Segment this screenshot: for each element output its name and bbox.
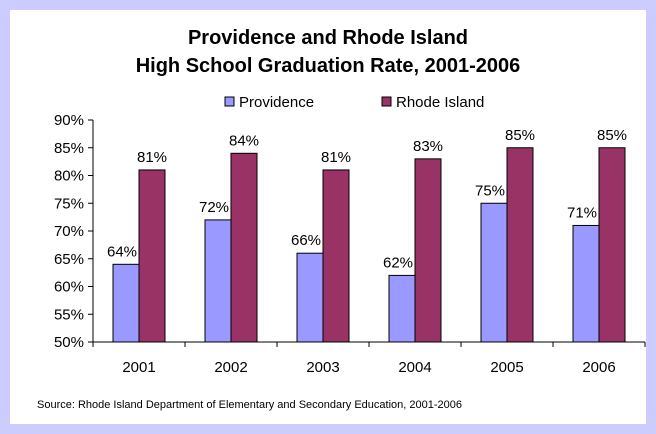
y-tick-label: 75%: [54, 195, 84, 212]
providence-bar: [112, 263, 140, 343]
legend-providence-swatch: [224, 96, 235, 107]
rhode-island-data-label: 81%: [137, 149, 167, 166]
providence-data-label: 62%: [383, 254, 413, 271]
y-tick-label: 60%: [54, 279, 84, 296]
y-tick-label: 85%: [54, 140, 84, 157]
rhode-island-data-label: 84%: [229, 132, 259, 149]
source-note: Source: Rhode Island Department of Eleme…: [37, 399, 462, 411]
x-tick-label: 2002: [214, 359, 247, 376]
providence-data-label: 66%: [291, 232, 321, 249]
x-tick-label: 2001: [122, 359, 155, 376]
rhode-island-bar: [414, 158, 442, 343]
y-tick-label: 55%: [54, 306, 84, 323]
x-tick-label: 2004: [398, 359, 431, 376]
y-tick-label: 50%: [54, 334, 84, 351]
providence-data-label: 75%: [475, 182, 505, 199]
providence-data-label: 71%: [567, 204, 597, 221]
rhode-island-bar: [598, 147, 626, 343]
y-tick-label: 80%: [54, 168, 84, 185]
chart-title-line-1: Providence and Rhode Island: [187, 27, 469, 49]
providence-bar: [480, 202, 508, 343]
providence-bar: [296, 252, 324, 343]
x-tick-label: 2003: [306, 359, 339, 376]
legend-rhode-island-label: Rhode Island: [396, 94, 484, 111]
providence-bar: [204, 219, 232, 343]
legend-providence-label: Providence: [239, 94, 314, 111]
providence-data-label: 72%: [199, 199, 229, 216]
rhode-island-data-label: 85%: [597, 127, 627, 144]
rhode-island-data-label: 85%: [505, 127, 535, 144]
rhode-island-bar: [506, 147, 534, 343]
y-tick-label: 70%: [54, 223, 84, 240]
providence-bar: [572, 224, 600, 343]
providence-bar: [388, 274, 416, 343]
chart-title-line-2: High School Graduation Rate, 2001-2006: [135, 55, 521, 77]
x-tick-label: 2006: [582, 359, 615, 376]
y-tick-label: 65%: [54, 251, 84, 268]
legend-rhode-island-swatch: [381, 96, 392, 107]
y-tick-label: 90%: [54, 112, 84, 129]
rhode-island-data-label: 81%: [321, 149, 351, 166]
rhode-island-data-label: 83%: [413, 138, 443, 155]
rhode-island-bar: [322, 169, 350, 343]
x-tick-label: 2005: [490, 359, 523, 376]
rhode-island-bar: [138, 169, 166, 343]
providence-data-label: 64%: [107, 243, 137, 260]
rhode-island-bar: [230, 152, 258, 343]
